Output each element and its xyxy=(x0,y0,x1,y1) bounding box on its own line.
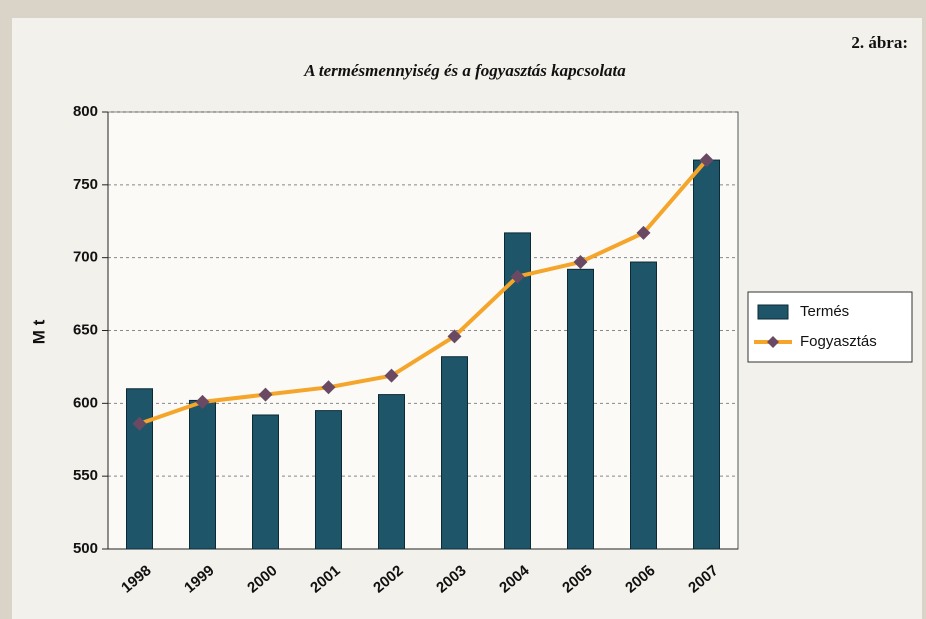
legend-swatch xyxy=(757,304,789,320)
chart-title: A termésmennyiség és a fogyasztás kapcso… xyxy=(303,61,626,80)
line-marker xyxy=(573,255,588,270)
bar xyxy=(567,268,594,550)
line-marker xyxy=(384,368,399,383)
line-marker xyxy=(258,387,273,402)
bar xyxy=(189,399,216,550)
bar xyxy=(441,356,468,550)
y-tick-label: 550 xyxy=(73,467,98,484)
y-axis-label: M t xyxy=(29,319,48,344)
bar xyxy=(252,414,279,550)
figure-label: 2. ábra: xyxy=(851,33,908,52)
line xyxy=(138,158,709,426)
line-marker xyxy=(699,153,714,168)
bar xyxy=(378,394,405,550)
y-tick-label: 650 xyxy=(73,321,98,338)
bar xyxy=(126,388,153,550)
y-tick-label: 500 xyxy=(73,540,98,557)
line-marker xyxy=(132,416,147,431)
line-marker xyxy=(636,225,651,240)
legend-label: Termés xyxy=(800,303,849,320)
legend-marker xyxy=(767,336,779,348)
y-tick-label: 800 xyxy=(73,103,98,120)
line-marker xyxy=(195,394,210,409)
bar xyxy=(693,159,720,550)
y-tick-label: 750 xyxy=(73,176,98,193)
bar xyxy=(630,261,657,550)
legend-label: Fogyasztás xyxy=(800,333,877,350)
y-tick-label: 700 xyxy=(73,249,98,266)
legend-box xyxy=(747,291,913,363)
y-tick-label: 600 xyxy=(73,394,98,411)
bar xyxy=(315,410,342,550)
line-marker xyxy=(321,380,336,395)
line-marker xyxy=(447,329,462,344)
line-marker xyxy=(510,269,525,284)
